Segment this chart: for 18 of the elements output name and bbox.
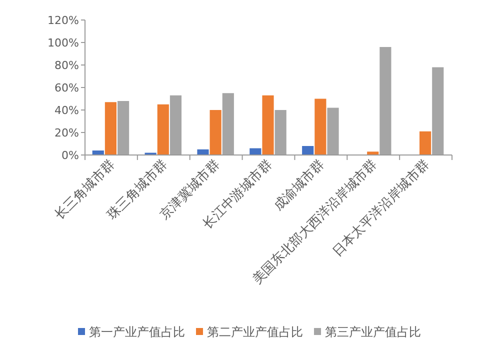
bar xyxy=(419,131,432,155)
legend-label: 第三产业产值占比 xyxy=(325,325,421,339)
y-tick-label: 60% xyxy=(54,82,79,94)
bar xyxy=(104,102,117,155)
bar xyxy=(157,104,169,155)
y-tick-label: 120% xyxy=(48,14,79,27)
y-tick-label: 20% xyxy=(54,126,79,140)
y-tick-label: 40% xyxy=(54,104,79,117)
legend-label: 第一产业产值占比 xyxy=(89,325,185,339)
y-tick-label: 0% xyxy=(62,149,79,162)
bar xyxy=(210,110,222,155)
bar xyxy=(262,95,274,155)
bar xyxy=(314,98,326,155)
y-tick-label: 80% xyxy=(54,59,79,72)
bar xyxy=(197,149,209,155)
bar xyxy=(302,146,314,155)
y-tick-label: 100% xyxy=(48,36,79,50)
legend-label: 第二产业产值占比 xyxy=(207,325,303,339)
